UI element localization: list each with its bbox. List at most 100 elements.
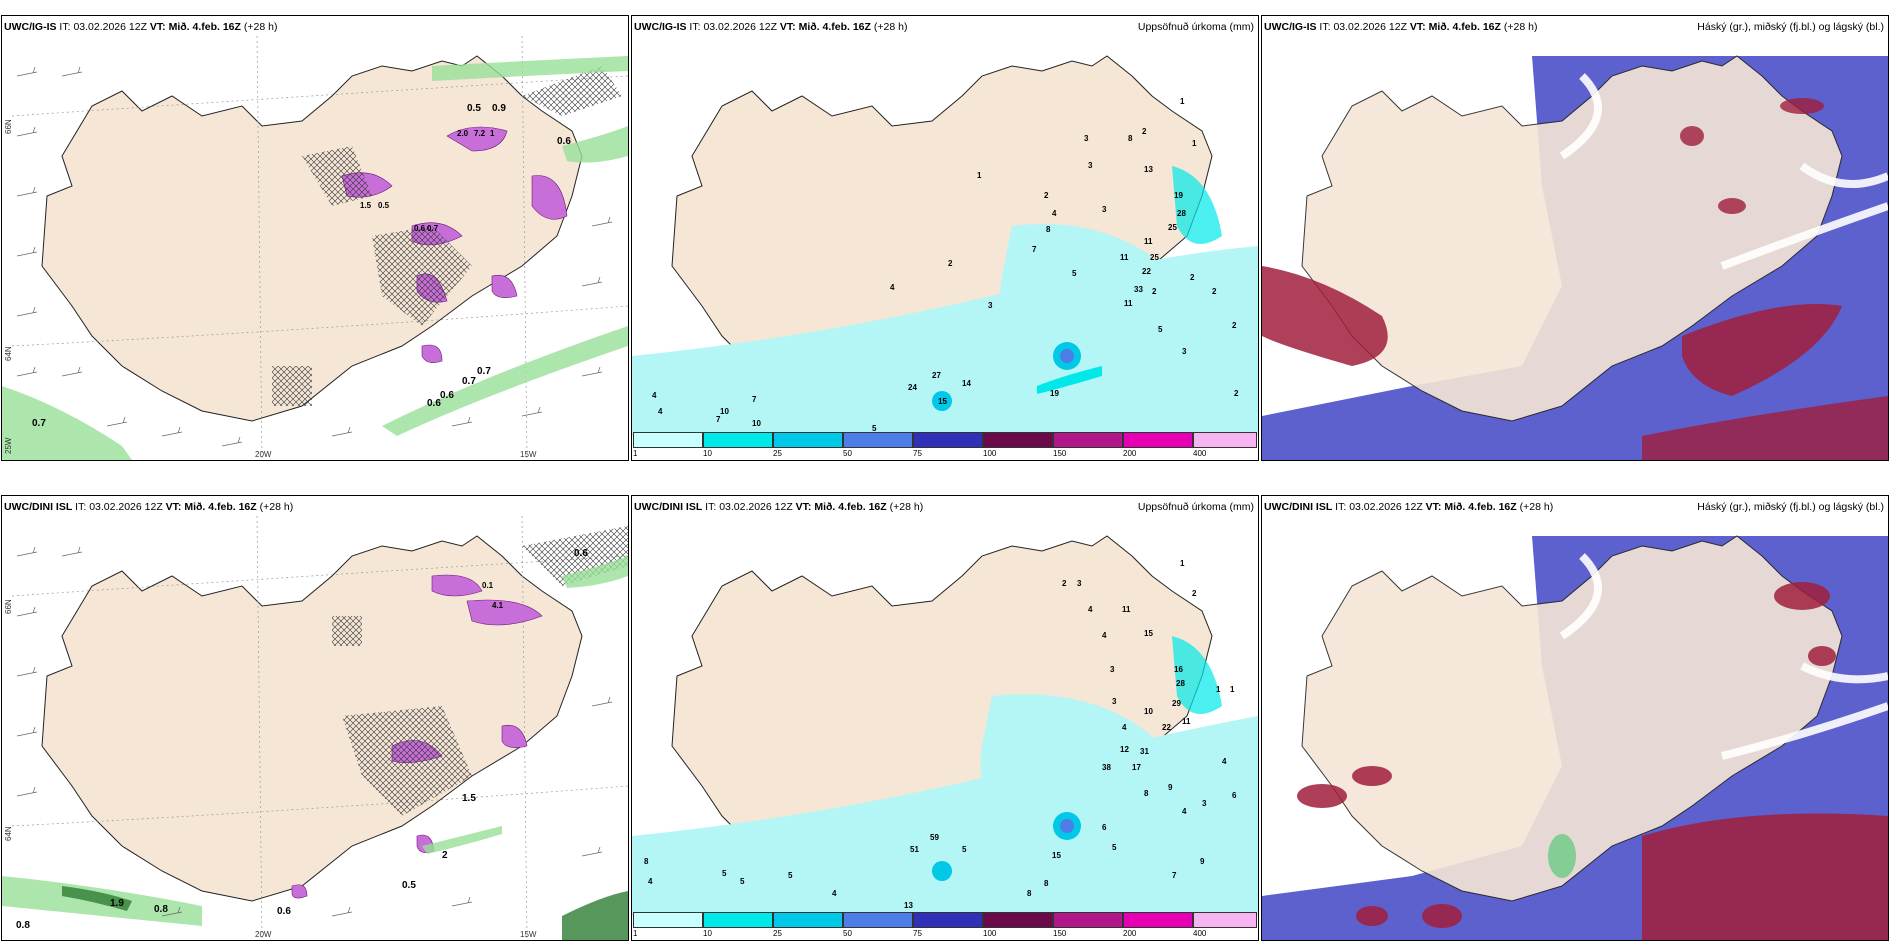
svg-text:0.1: 0.1 <box>482 581 494 590</box>
svg-text:1.5: 1.5 <box>462 793 476 804</box>
svg-text:0.9: 0.9 <box>492 103 506 114</box>
svg-text:28: 28 <box>1176 679 1185 688</box>
svg-text:10: 10 <box>720 407 729 416</box>
svg-text:0.6: 0.6 <box>440 390 454 401</box>
svg-text:5: 5 <box>788 871 793 880</box>
svg-text:5: 5 <box>1072 269 1077 278</box>
panel-title: Uppsöfnuð úrkoma (mm) <box>1137 501 1254 513</box>
lon-label: 15W <box>520 450 537 459</box>
svg-text:8: 8 <box>644 857 649 866</box>
svg-text:10: 10 <box>752 419 761 428</box>
svg-text:0.7: 0.7 <box>427 224 439 233</box>
svg-text:0.6: 0.6 <box>277 906 291 917</box>
panel-bottom-right: UWC/DINI ISL IT: 03.02.2026 12Z VT: Mið.… <box>1261 495 1889 941</box>
svg-text:14: 14 <box>962 379 971 388</box>
svg-text:0.6: 0.6 <box>414 224 426 233</box>
legend-swatch <box>983 432 1053 448</box>
svg-text:0.7: 0.7 <box>32 418 46 429</box>
svg-text:5: 5 <box>1158 325 1163 334</box>
svg-text:51: 51 <box>910 845 919 854</box>
panel-title: Uppsöfnuð úrkoma (mm) <box>1137 21 1254 33</box>
svg-text:2: 2 <box>1192 589 1197 598</box>
svg-text:2: 2 <box>442 850 448 861</box>
panel-top-left: UWC/IG-IS IT: 03.02.2026 12Z VT: Mið. 4.… <box>1 15 629 461</box>
svg-text:17: 17 <box>1132 763 1141 772</box>
svg-text:27: 27 <box>932 371 941 380</box>
svg-text:11: 11 <box>1144 237 1153 246</box>
svg-text:1: 1 <box>490 129 495 138</box>
panel-header: UWC/DINI ISL IT: 03.02.2026 12Z VT: Mið.… <box>4 501 294 513</box>
precip-map: 1 2 3 8 1 3 13 2 4 19 3 28 8 25 11 1 4 2… <box>632 55 1258 436</box>
svg-text:8: 8 <box>1128 134 1133 143</box>
svg-text:0.8: 0.8 <box>154 904 168 915</box>
svg-text:1.5: 1.5 <box>360 201 372 210</box>
panel-header: UWC/DINI ISL IT: 03.02.2026 12Z VT: Mið.… <box>1264 501 1554 513</box>
svg-text:24: 24 <box>908 383 917 392</box>
svg-text:8: 8 <box>1044 879 1049 888</box>
svg-text:2: 2 <box>1142 127 1147 136</box>
svg-text:3: 3 <box>1077 579 1082 588</box>
svg-text:3: 3 <box>1182 347 1187 356</box>
svg-text:12: 12 <box>1120 745 1129 754</box>
svg-text:11: 11 <box>1182 717 1191 726</box>
legend-swatch <box>983 912 1053 928</box>
svg-text:2: 2 <box>1232 321 1237 330</box>
panel-title: Háský (gr.), miðský (fj.bl.) og lágský (… <box>1697 21 1884 33</box>
lon-label: 25W <box>4 437 13 454</box>
svg-text:8: 8 <box>1027 889 1032 898</box>
wind-barbs <box>16 66 613 447</box>
svg-text:28: 28 <box>1177 209 1186 218</box>
panel-header: UWC/IG-IS IT: 03.02.2026 12Z VT: Mið. 4.… <box>1264 21 1538 33</box>
svg-text:4: 4 <box>890 283 895 292</box>
svg-text:15: 15 <box>1052 851 1061 860</box>
svg-text:1: 1 <box>1216 685 1221 694</box>
svg-text:1: 1 <box>1180 97 1185 106</box>
svg-text:1.9: 1.9 <box>110 898 124 909</box>
panel-top-center: UWC/IG-IS IT: 03.02.2026 12Z VT: Mið. 4.… <box>631 15 1259 461</box>
legend-swatch <box>773 912 843 928</box>
svg-text:0.6: 0.6 <box>427 398 441 409</box>
svg-text:7: 7 <box>1172 871 1177 880</box>
svg-text:4: 4 <box>1052 209 1057 218</box>
svg-text:31: 31 <box>1140 747 1149 756</box>
lat-label: 66N <box>4 119 13 134</box>
svg-text:0.5: 0.5 <box>467 103 481 114</box>
legend-swatch <box>1193 432 1257 448</box>
svg-text:15: 15 <box>938 397 947 406</box>
svg-text:2: 2 <box>948 259 953 268</box>
svg-text:0.7: 0.7 <box>462 376 476 387</box>
svg-text:5: 5 <box>962 845 967 854</box>
svg-text:2: 2 <box>1044 191 1049 200</box>
svg-text:0.8: 0.8 <box>16 920 30 931</box>
wind-map: 0.6 0.1 4.1 1.5 2 0.5 1.9 0.8 0.6 0.8 <box>2 516 628 940</box>
panel-title: Háský (gr.), miðský (fj.bl.) og lágský (… <box>1697 501 1884 513</box>
svg-text:4: 4 <box>1102 631 1107 640</box>
svg-text:7.2: 7.2 <box>474 129 486 138</box>
svg-text:0.7: 0.7 <box>477 366 491 377</box>
svg-text:3: 3 <box>1112 697 1117 706</box>
cloud-high <box>1262 266 1388 366</box>
svg-text:22: 22 <box>1162 723 1171 732</box>
svg-text:0.6: 0.6 <box>574 548 588 559</box>
svg-text:0.5: 0.5 <box>402 880 416 891</box>
svg-text:13: 13 <box>1144 165 1153 174</box>
svg-text:3: 3 <box>1088 161 1093 170</box>
svg-text:11: 11 <box>1120 253 1129 262</box>
precip-map: 1 2 3 4 11 2 4 15 3 16 1 1 3 29 10 28 22… <box>632 535 1258 916</box>
lat-label: 64N <box>4 826 13 841</box>
cloud-map <box>1262 535 1888 940</box>
svg-text:9: 9 <box>1200 857 1205 866</box>
svg-text:11: 11 <box>1122 605 1131 614</box>
legend-swatch <box>703 912 773 928</box>
svg-text:19: 19 <box>1050 389 1059 398</box>
svg-text:3: 3 <box>1084 134 1089 143</box>
svg-text:33: 33 <box>1134 285 1143 294</box>
panel-top-right: UWC/IG-IS IT: 03.02.2026 12Z VT: Mið. 4.… <box>1261 15 1889 461</box>
svg-text:4: 4 <box>658 407 663 416</box>
legend-swatch <box>913 432 983 448</box>
svg-text:3: 3 <box>1102 205 1107 214</box>
svg-text:59: 59 <box>930 833 939 842</box>
svg-text:5: 5 <box>1112 843 1117 852</box>
svg-text:2: 2 <box>1152 287 1157 296</box>
svg-text:25: 25 <box>1150 253 1159 262</box>
